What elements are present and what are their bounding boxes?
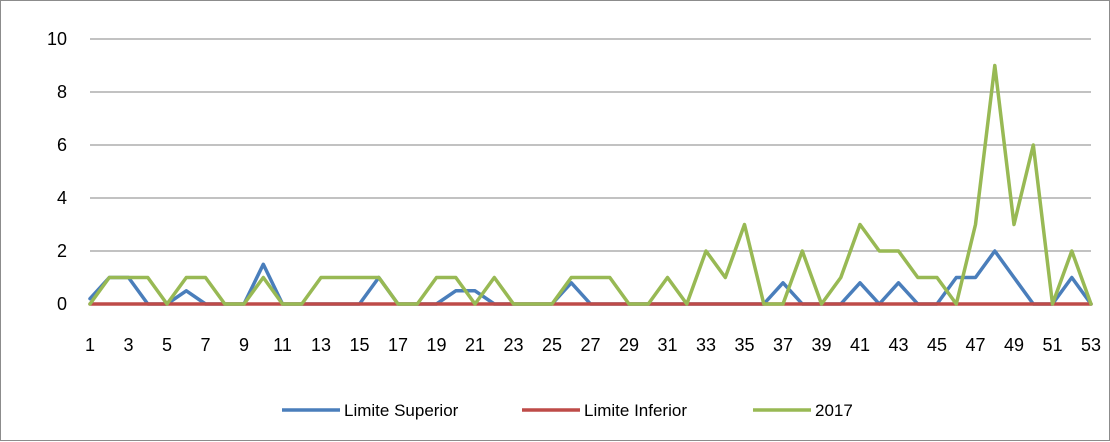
x-tick-label: 51 <box>1042 335 1062 355</box>
x-tick-label: 23 <box>503 335 523 355</box>
x-tick-label: 29 <box>619 335 639 355</box>
x-tick-label: 3 <box>123 335 133 355</box>
x-tick-label: 35 <box>734 335 754 355</box>
x-tick-label: 45 <box>927 335 947 355</box>
series-lines <box>88 63 1093 306</box>
x-tick-label: 1 <box>85 335 95 355</box>
y-axis-ticks: 0 2 4 6 8 10 <box>47 29 67 314</box>
x-tick-label: 11 <box>273 335 292 355</box>
x-tick-label: 15 <box>349 335 369 355</box>
legend-label: 2017 <box>815 401 853 420</box>
x-tick-label: 13 <box>311 335 331 355</box>
x-tick-label: 7 <box>200 335 210 355</box>
x-tick-label: 49 <box>1004 335 1024 355</box>
y-tick-label: 10 <box>47 29 67 49</box>
x-tick-label: 43 <box>888 335 908 355</box>
gridlines <box>90 38 1091 252</box>
y-tick-label: 0 <box>57 294 67 314</box>
x-tick-label: 19 <box>426 335 446 355</box>
x-tick-label: 47 <box>965 335 985 355</box>
x-tick-label: 41 <box>850 335 870 355</box>
x-tick-label: 53 <box>1081 335 1101 355</box>
x-tick-label: 25 <box>542 335 562 355</box>
x-tick-label: 27 <box>580 335 600 355</box>
y-tick-label: 4 <box>57 188 67 208</box>
legend: Limite Superior Limite Inferior 2017 <box>282 401 853 420</box>
x-tick-label: 39 <box>811 335 831 355</box>
x-tick-label: 17 <box>388 335 408 355</box>
series-line-2 <box>88 63 1093 306</box>
x-tick-label: 37 <box>773 335 793 355</box>
y-tick-label: 8 <box>57 82 67 102</box>
legend-label: Limite Superior <box>344 401 459 420</box>
x-tick-label: 33 <box>696 335 716 355</box>
x-tick-label: 5 <box>162 335 172 355</box>
x-tick-label: 9 <box>239 335 249 355</box>
y-tick-label: 6 <box>57 135 67 155</box>
x-axis-ticks: 1 3 5 7 9 11 13 15 17 19 21 23 25 27 29 31 33 35 37 39 41 43 4… <box>85 335 1101 355</box>
x-tick-label: 21 <box>465 335 485 355</box>
legend-label: Limite Inferior <box>584 401 687 420</box>
y-tick-label: 2 <box>57 241 67 261</box>
x-tick-label: 31 <box>657 335 677 355</box>
